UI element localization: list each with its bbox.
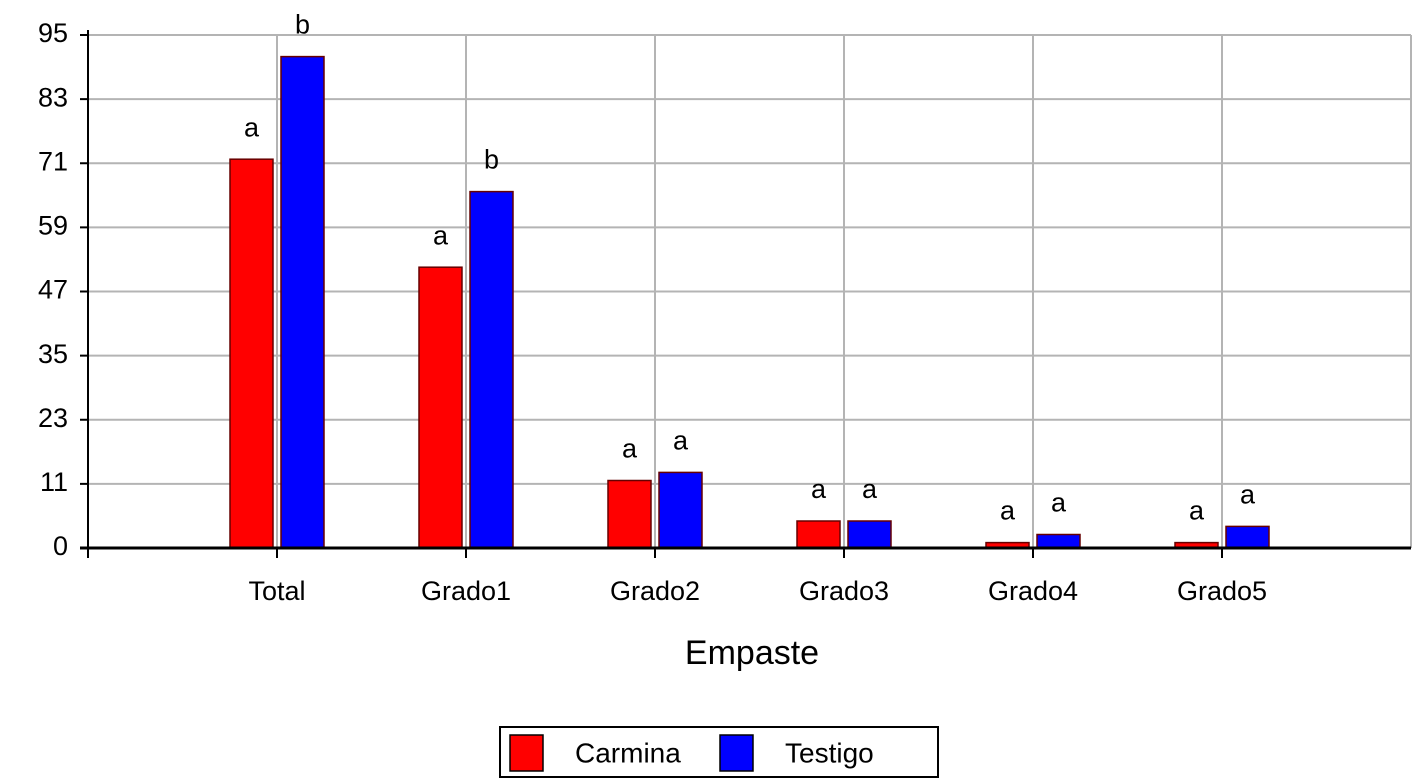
y-tick-label: 0 [53,531,68,561]
x-tick-label: Total [248,576,305,606]
x-tick-label: Grado2 [610,576,700,606]
y-tick-label: 95 [38,18,68,48]
legend-label: Testigo [785,737,874,768]
x-axis-label: Empaste [685,634,819,672]
bar [1225,525,1270,549]
x-tick-label: Grado3 [799,576,889,606]
y-tick-label: 59 [38,211,68,241]
bar-annotation: a [673,426,689,456]
y-tick-label: 71 [38,146,68,176]
legend-swatch [509,734,544,772]
bar [229,158,274,549]
y-tick-label: 35 [38,339,68,369]
bar-annotation: b [484,145,499,175]
bar-annotation: a [244,112,260,142]
x-tick-label: Grado5 [1177,576,1267,606]
bar [280,55,325,549]
legend-swatch [719,734,754,772]
bar-annotation: a [811,474,827,504]
legend-label: Carmina [575,737,681,768]
bar [469,190,514,549]
bar [1036,533,1081,549]
bar-annotation: b [295,10,310,40]
bar-annotation: a [862,474,878,504]
y-tick-label: 47 [38,275,68,305]
bar [847,520,892,549]
x-tick-label: Grado1 [421,576,511,606]
bar-annotation: a [433,220,449,250]
bar [658,471,703,549]
bar-annotation: a [1051,488,1067,518]
bar-annotation: a [1000,496,1016,526]
bar [418,266,463,549]
y-tick-label: 83 [38,82,68,112]
legend-box [499,726,939,778]
bar-annotation: a [1189,496,1205,526]
bar-annotation: a [1240,480,1256,510]
y-tick-label: 23 [38,403,68,433]
y-tick-label: 11 [40,467,68,497]
x-tick-label: Grado4 [988,576,1078,606]
bar [796,520,841,549]
bar [607,479,652,549]
bar-annotation: a [622,434,638,464]
